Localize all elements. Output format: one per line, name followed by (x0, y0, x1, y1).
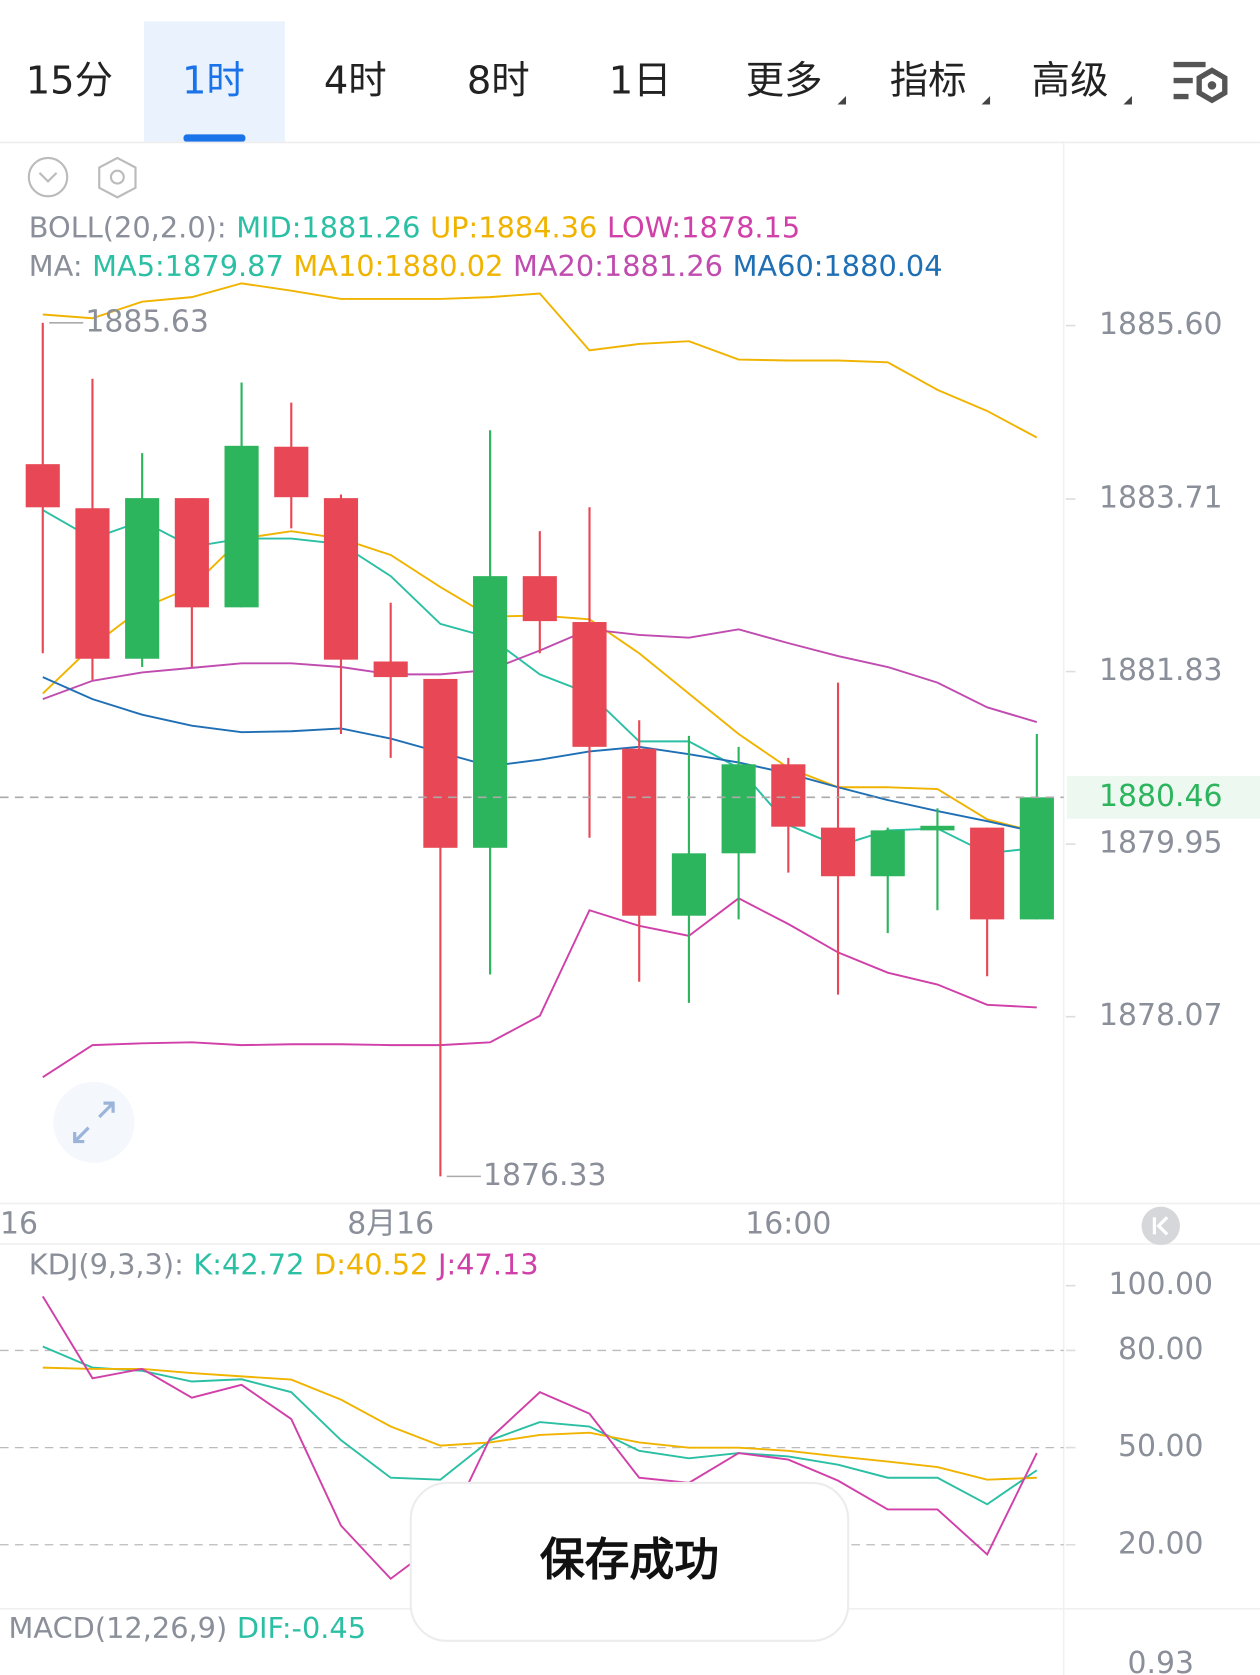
legend-item: LOW:1878.15 (607, 210, 800, 244)
active-tab-indicator (183, 134, 246, 142)
candle-body (125, 498, 160, 659)
indicator-line (42, 676, 1038, 834)
active-tab-bg (144, 21, 285, 142)
dropdown-caret (1123, 96, 1132, 105)
legend-item: MID:1881.26 (236, 210, 420, 244)
legend-item: MA60:1880.04 (733, 249, 943, 283)
candle-body (622, 748, 657, 916)
y-tick-label: 1878.07 (1099, 998, 1222, 1033)
legend-item: UP:1884.36 (430, 210, 597, 244)
candle-body (274, 446, 309, 498)
indicator-line (42, 897, 1037, 1079)
legend-item: K:42.72 (193, 1247, 304, 1281)
y-tick-label: 0.93 (1128, 1646, 1194, 1675)
candle-body (373, 661, 408, 678)
dropdown-caret (837, 96, 847, 105)
icon-dot (109, 169, 125, 185)
tab[interactable]: 8时 (467, 59, 530, 104)
icon-circle (27, 156, 69, 198)
toast-text: 保存成功 (540, 1533, 719, 1586)
legend-name: KDJ(9,3,3): (29, 1247, 184, 1281)
y-tick-label: 100.00 (1109, 1267, 1213, 1302)
icon-hex (1196, 67, 1228, 104)
legend-item: MA5:1879.87 (92, 249, 284, 283)
legend-item: MA20:1881.26 (513, 249, 723, 283)
toast: 保存成功 (409, 1481, 850, 1642)
legend-item: MA10:1880.02 (293, 249, 503, 283)
candle-body (224, 445, 259, 608)
tab[interactable]: 15分 (26, 59, 113, 104)
kdj-line (41, 1295, 1038, 1581)
y-tick-label: 1883.71 (1099, 481, 1222, 516)
macd-legend: MACD(12,26,9) DIF:-0.45 (9, 1611, 367, 1645)
icon-arrow (1152, 1216, 1169, 1236)
kdj-line (42, 1366, 1037, 1481)
y-tick-label: 1885.60 (1099, 307, 1222, 342)
high-annotation: 1885.63 (85, 304, 208, 339)
x-tick-label: 16:00 (745, 1206, 831, 1241)
tab[interactable]: 高级 (1032, 59, 1109, 104)
y-tick-label: 50.00 (1118, 1429, 1203, 1464)
legend-name: MACD(12,26,9) (9, 1611, 228, 1645)
candle-body (1019, 797, 1054, 920)
legend-item: DIF:-0.45 (237, 1611, 366, 1645)
icon-chevron (38, 172, 58, 183)
indicator-legend: MA: MA5:1879.87 MA10:1880.02 MA20:1881.26 MA… (29, 249, 943, 283)
icon-dot (1207, 81, 1217, 90)
kdj-legend: KDJ(9,3,3): K:42.72 D:40.52 J:47.13 (29, 1247, 539, 1281)
candle-body (75, 508, 110, 659)
candle-body (920, 825, 955, 831)
x-tick-label: 16 (0, 1206, 38, 1241)
indicator-legend: BOLL(20,2.0): MID:1881.26 UP:1884.36 LOW:18… (29, 210, 800, 244)
y-tick-label: 1881.83 (1099, 653, 1222, 688)
tab[interactable]: 更多 (746, 59, 823, 104)
candle-body (820, 827, 856, 877)
indicator-line (42, 282, 1038, 439)
settings-icon[interactable] (1173, 61, 1228, 104)
candle-body (870, 830, 905, 877)
kdj-line (42, 1345, 1038, 1506)
y-tick-label: 80.00 (1118, 1332, 1203, 1367)
icon-hex (98, 156, 137, 199)
legend-name: BOLL(20,2.0): (29, 210, 227, 244)
x-tick-label: 8月16 (347, 1206, 434, 1241)
tab[interactable]: 4时 (324, 59, 387, 104)
scroll-latest-button[interactable] (1141, 1206, 1180, 1246)
tab[interactable]: 指标 (890, 59, 967, 104)
dropdown-caret (981, 96, 991, 105)
indicator-settings-icon[interactable] (98, 156, 137, 199)
candle-body (970, 827, 1005, 920)
candle-body (572, 622, 607, 747)
candle-body (771, 764, 806, 827)
y-tick-label: 1879.95 (1099, 826, 1222, 861)
toast-bg (409, 1481, 850, 1642)
low-annotation: 1876.33 (483, 1158, 606, 1193)
icon-bar (1173, 77, 1193, 84)
legend-name: MA: (29, 249, 83, 283)
expand-button[interactable] (53, 1081, 135, 1163)
candle-body (473, 576, 508, 848)
tab[interactable]: 1日 (609, 59, 672, 104)
current-price-label: 1880.46 (1099, 779, 1222, 814)
chart-layer: 15分 1时 4时 8时 1日 更多 指标 高级 BOLL(20,2.0): MID:1881.2… (0, 59, 1260, 1675)
collapse-icon[interactable] (27, 156, 69, 198)
candle-body (721, 764, 756, 854)
candle-body (423, 678, 458, 848)
candle-body (323, 498, 359, 660)
button-bg (53, 1081, 135, 1163)
candle-body (174, 498, 209, 608)
legend-item: D:40.52 (314, 1247, 428, 1281)
candle-body (671, 853, 706, 916)
icon-bar (1173, 61, 1206, 68)
tab[interactable]: 1时 (182, 59, 245, 104)
candle-body (25, 464, 60, 508)
icon-bar (1173, 93, 1189, 100)
candle-body (522, 576, 557, 622)
legend-item: J:47.13 (436, 1247, 539, 1281)
y-tick-label: 20.00 (1118, 1526, 1203, 1561)
current-price-bg (1066, 775, 1260, 819)
icon-arrows (73, 1101, 115, 1144)
